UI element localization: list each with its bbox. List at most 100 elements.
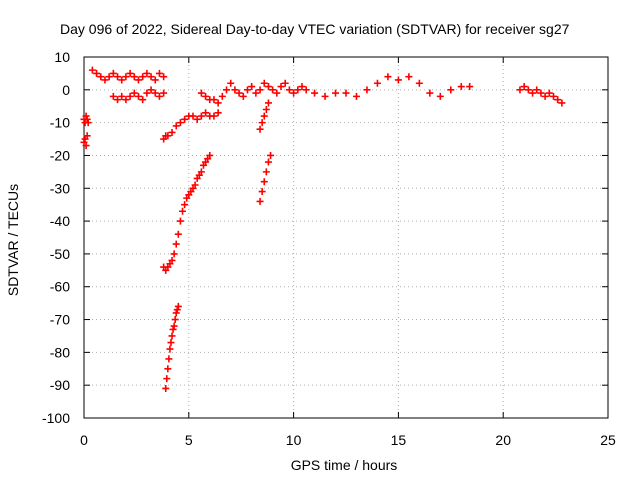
data-point (262, 106, 270, 114)
data-point (384, 73, 392, 81)
data-point (105, 73, 113, 81)
data-point (191, 181, 199, 189)
y-tick-label: -70 (50, 312, 70, 328)
data-point (214, 109, 222, 117)
data-point (174, 230, 182, 238)
data-point (168, 256, 176, 264)
data-point (415, 79, 423, 87)
data-point (294, 86, 302, 94)
data-point (88, 66, 96, 74)
data-point (264, 99, 272, 107)
data-point (118, 92, 126, 100)
x-tick-label: 25 (600, 432, 616, 448)
data-point (267, 151, 275, 159)
y-tick-label: -90 (50, 377, 70, 393)
data-point (352, 92, 360, 100)
data-point (256, 125, 264, 133)
data-point (311, 89, 319, 97)
data-point (172, 122, 180, 130)
x-tick-label: 15 (391, 432, 407, 448)
data-point (260, 112, 268, 120)
data-point (436, 92, 444, 100)
y-tick-label: 0 (62, 82, 70, 98)
data-point (529, 89, 537, 97)
data-point (466, 83, 474, 91)
data-point (426, 89, 434, 97)
data-point (541, 92, 549, 100)
data-point (109, 69, 117, 77)
y-tick-label: -10 (50, 115, 70, 131)
data-point (524, 86, 532, 94)
data-point (447, 86, 455, 94)
data-point (151, 89, 159, 97)
data-point (189, 112, 197, 120)
data-point (155, 92, 163, 100)
data-point (130, 73, 138, 81)
data-point (97, 73, 105, 81)
data-point (264, 83, 272, 91)
data-point (550, 92, 558, 100)
data-point (134, 76, 142, 84)
data-points (80, 66, 566, 392)
data-point (169, 325, 177, 333)
data-point (558, 99, 566, 107)
data-point (197, 168, 205, 176)
data-point (143, 89, 151, 97)
data-point (290, 89, 298, 97)
data-point (298, 83, 306, 91)
data-point (218, 92, 226, 100)
data-point (170, 322, 178, 330)
data-point (82, 142, 90, 150)
data-point (342, 89, 350, 97)
data-point (260, 79, 268, 87)
data-point (134, 92, 142, 100)
data-point (164, 365, 172, 373)
y-tick-label: -20 (50, 147, 70, 163)
data-point (143, 69, 151, 77)
data-point (168, 128, 176, 136)
y-tick-label: -80 (50, 344, 70, 360)
data-point (160, 73, 168, 81)
data-point (197, 112, 205, 120)
data-point (126, 69, 134, 77)
data-point (363, 86, 371, 94)
data-point (114, 96, 122, 104)
data-point (405, 73, 413, 81)
data-point (533, 86, 541, 94)
data-point (457, 83, 465, 91)
data-point (545, 89, 553, 97)
data-point (202, 109, 210, 117)
data-point (321, 92, 329, 100)
data-point (243, 86, 251, 94)
data-point (167, 339, 175, 347)
data-point (109, 92, 117, 100)
x-tick-label: 10 (286, 432, 302, 448)
x-tick-label: 0 (80, 432, 88, 448)
x-tick-label: 5 (185, 432, 193, 448)
data-point (256, 86, 264, 94)
data-point (235, 89, 243, 97)
data-point (151, 76, 159, 84)
y-axis: 10 0 -10 -20 -30 -40 -50 -60 -70 -80 -90 -100 (42, 49, 608, 426)
data-point (520, 83, 528, 91)
data-point (248, 83, 256, 91)
data-point (302, 86, 310, 94)
data-point (262, 168, 270, 176)
data-point (118, 76, 126, 84)
data-point (197, 89, 205, 97)
y-tick-label: -60 (50, 279, 70, 295)
data-point (82, 112, 90, 120)
data-point (269, 86, 277, 94)
data-point (173, 306, 181, 314)
data-point (332, 89, 340, 97)
data-point (147, 86, 155, 94)
data-point (155, 69, 163, 77)
data-point (126, 92, 134, 100)
data-point (122, 73, 130, 81)
data-point (210, 112, 218, 120)
data-point (101, 76, 109, 84)
x-tick-label: 20 (495, 432, 511, 448)
grid-lines (84, 57, 608, 418)
data-point (260, 178, 268, 186)
